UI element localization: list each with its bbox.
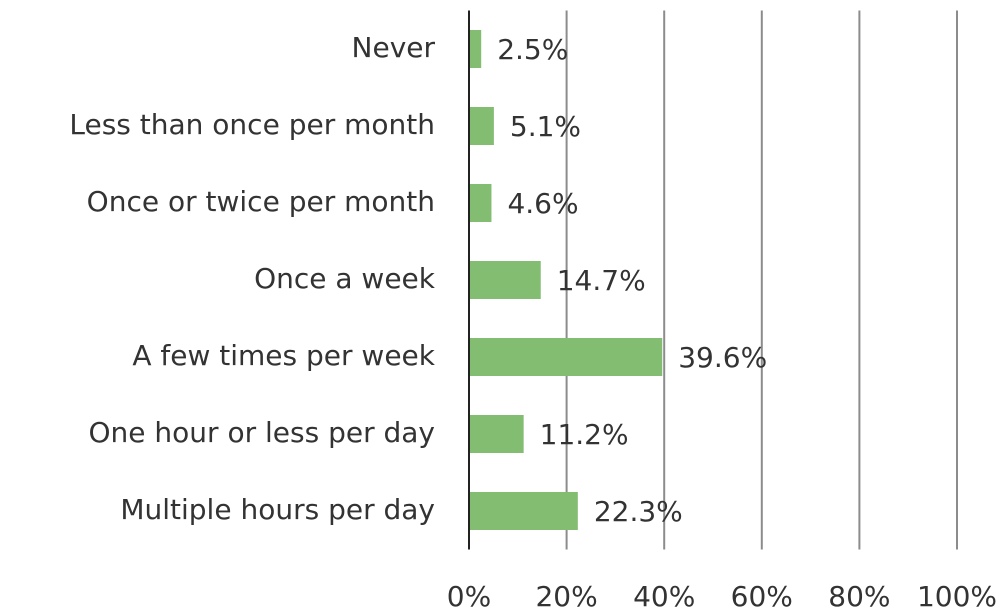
- y-tick-label: Never: [352, 31, 436, 64]
- bar: [469, 338, 663, 376]
- data-label: 39.6%: [678, 341, 767, 374]
- data-label: 22.3%: [594, 495, 683, 528]
- data-label: 14.7%: [557, 264, 646, 297]
- y-tick-label: Less than once per month: [69, 108, 435, 141]
- x-tick-label: 20%: [535, 580, 597, 612]
- data-label: 11.2%: [540, 418, 629, 451]
- x-tick-label: 0%: [447, 580, 491, 612]
- bar: [469, 261, 541, 299]
- bar: [469, 107, 494, 145]
- y-tick-label: One hour or less per day: [89, 416, 436, 449]
- y-tick-label: Once a week: [254, 262, 436, 295]
- bar: [469, 184, 492, 222]
- x-tick-label: 100%: [917, 580, 997, 612]
- bar: [469, 492, 578, 530]
- y-tick-label: A few times per week: [132, 339, 435, 372]
- data-label: 5.1%: [510, 110, 581, 143]
- y-tick-label: Once or twice per month: [87, 185, 435, 218]
- bar: [469, 415, 524, 453]
- y-tick-label: Multiple hours per day: [120, 493, 435, 526]
- x-tick-label: 60%: [731, 580, 793, 612]
- data-label: 4.6%: [507, 187, 578, 220]
- data-label: 2.5%: [497, 33, 568, 66]
- bar: [469, 30, 482, 68]
- x-tick-label: 40%: [633, 580, 695, 612]
- x-tick-label: 80%: [828, 580, 890, 612]
